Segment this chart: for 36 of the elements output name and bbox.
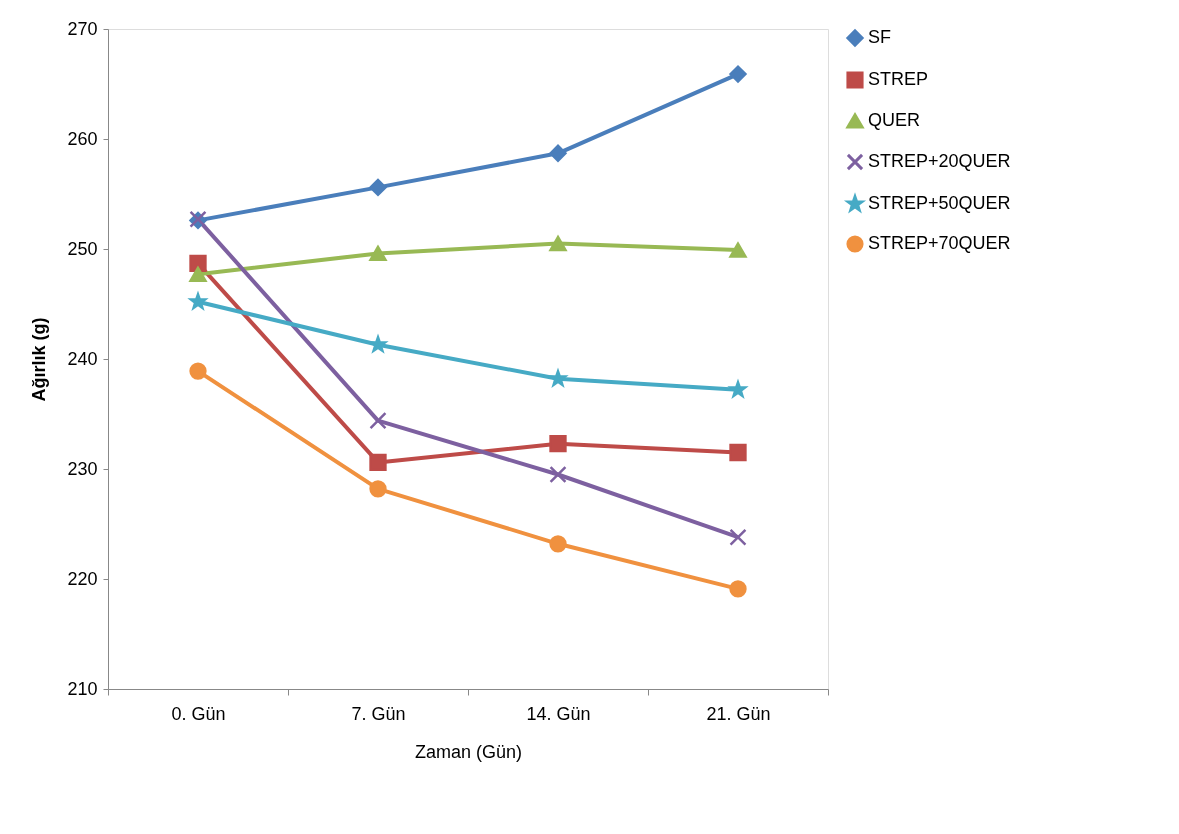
y-axis-title: Ağırlık (g) (29, 317, 50, 402)
y-tick-label: 250 (67, 238, 98, 259)
point (369, 245, 387, 262)
point (369, 178, 387, 197)
point (189, 362, 207, 380)
y-tick-label: 260 (67, 128, 98, 149)
point (729, 65, 747, 83)
y-tick-label: 230 (67, 458, 98, 479)
point (549, 235, 567, 252)
point (729, 580, 747, 598)
legend-label: STREP (868, 69, 929, 89)
x-tick-label: 21. Gün (706, 703, 771, 724)
point (549, 144, 567, 162)
x-axis-title: Zaman (Gün) (414, 741, 523, 762)
point (369, 453, 387, 472)
y-tick-label: 210 (67, 678, 98, 699)
x-tick-label: 0. Gün (171, 703, 226, 724)
legend-label: SF (868, 27, 892, 47)
point (189, 266, 207, 282)
point (729, 242, 747, 258)
legend-label: STREP+70QUER (868, 233, 1011, 253)
point (549, 465, 567, 484)
point (549, 435, 567, 453)
y-tick-label: 220 (67, 568, 98, 589)
x-tick-label: 14. Gün (526, 703, 591, 724)
point (369, 480, 387, 498)
y-tick-label: 270 (67, 18, 98, 39)
point (729, 528, 747, 546)
point (369, 411, 387, 430)
point (549, 535, 567, 553)
legend-label: QUER (868, 110, 921, 130)
y-tick-label: 240 (67, 348, 98, 369)
legend-label: STREP+50QUER (868, 193, 1011, 213)
legend-label: STREP+20QUER (868, 151, 1011, 171)
point (729, 443, 747, 462)
x-tick-label: 7. Gün (351, 703, 406, 724)
